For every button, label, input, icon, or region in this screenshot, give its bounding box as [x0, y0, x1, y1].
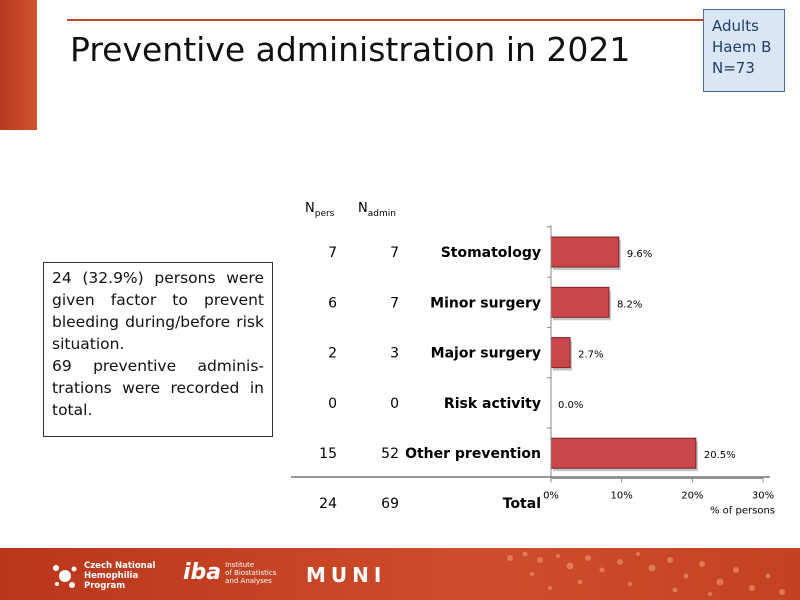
n-admin-cell: 52 — [381, 446, 399, 462]
footer-dot-pattern — [507, 551, 785, 596]
x-tick-label: 0% — [543, 490, 559, 501]
chart-bars: 9.6% 8.2% 2.7% 0.0% 20.5% — [550, 236, 736, 472]
bar-value-label: 20.5% — [704, 450, 736, 461]
hemophilia-logo-icon — [53, 565, 77, 588]
iba-line-1: Institute — [225, 560, 255, 569]
n-pers-cell: 0 — [328, 396, 337, 412]
bar-value-label: 9.6% — [627, 249, 652, 260]
category-label: Risk activity — [444, 396, 541, 412]
n-pers-cell: 15 — [319, 446, 337, 462]
x-axis-label: % of persons — [710, 505, 775, 516]
n-pers-cell: 6 — [328, 295, 337, 311]
x-tick-label: 20% — [681, 490, 703, 501]
left-accent-bar — [0, 0, 37, 130]
page-title: Preventive administration in 2021 — [70, 30, 631, 69]
summary-text-box: 24 (32.9%) persons were given factor to … — [43, 262, 273, 437]
cohort-diagnosis: Haem B — [712, 38, 772, 56]
bar — [550, 236, 620, 268]
chp-line-1: Czech National — [84, 561, 156, 571]
table-header: Npers Nadmin — [305, 201, 396, 219]
iba-logo: iba Institute of Biostatistics and Analy… — [183, 560, 276, 585]
iba-line-2: of Biostatistics — [225, 568, 277, 577]
header-n-pers: Npers — [305, 201, 335, 219]
x-axis: 0% 10% 20% 30% % of persons — [543, 224, 775, 516]
chp-line-2: Hemophilia — [84, 571, 139, 581]
x-tick-label: 30% — [752, 490, 774, 501]
bar-value-label: 8.2% — [617, 299, 642, 310]
category-label: Stomatology — [441, 245, 541, 261]
total-label: Total — [503, 496, 541, 512]
total-n-pers: 24 — [319, 496, 337, 512]
category-label: Other prevention — [405, 446, 541, 462]
cohort-age: Adults — [712, 17, 759, 35]
table-rows: 7 7 Stomatology 6 7 Minor surgery 2 3 Major surg… — [319, 245, 541, 512]
bar-value-label: 2.7% — [578, 350, 603, 361]
header-n-admin: Nadmin — [358, 201, 396, 219]
prevention-chart: Npers Nadmin 7 7 Stomatology 6 7 Minor surger… — [291, 201, 775, 516]
category-label: Major surgery — [431, 346, 541, 362]
iba-line-3: and Analyses — [225, 576, 272, 585]
cohort-info-box: Adults Haem B N=73 — [703, 9, 785, 92]
bar-value-label: 0.0% — [558, 400, 583, 411]
footer-bar: Czech National Hemophilia Program iba In… — [0, 548, 800, 600]
n-pers-cell: 7 — [328, 245, 337, 261]
category-label: Minor surgery — [430, 295, 541, 311]
cohort-size: N=73 — [712, 59, 755, 77]
bar — [550, 337, 571, 369]
n-pers-cell: 2 — [328, 346, 337, 362]
bar — [550, 286, 610, 318]
n-admin-cell: 3 — [390, 346, 399, 362]
summary-persons: 24 (32.9%) persons were given factor to … — [52, 269, 264, 353]
x-tick-label: 10% — [611, 490, 633, 501]
n-admin-cell: 7 — [390, 295, 399, 311]
bar — [550, 437, 697, 469]
summary-administrations: 69 preventive adminis-trations were reco… — [52, 357, 264, 419]
muni-logo: MUNI — [306, 563, 387, 587]
chp-line-3: Program — [84, 581, 126, 591]
iba-logo-mark: iba — [183, 560, 222, 585]
czech-hemophilia-program-logo: Czech National Hemophilia Program — [52, 561, 155, 591]
title-rule — [67, 19, 767, 21]
n-admin-cell: 0 — [390, 396, 399, 412]
n-admin-cell: 7 — [390, 245, 399, 261]
total-n-admin: 69 — [381, 496, 399, 512]
